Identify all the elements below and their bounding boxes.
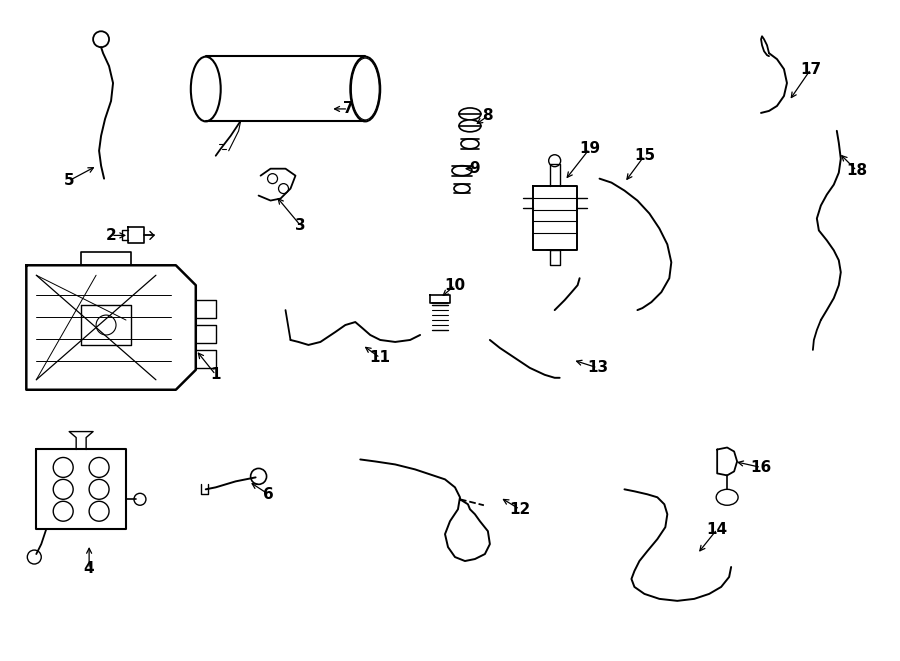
Text: 1: 1 — [211, 368, 221, 382]
Ellipse shape — [459, 108, 481, 120]
Text: 15: 15 — [634, 148, 655, 163]
Ellipse shape — [452, 166, 472, 176]
Ellipse shape — [191, 57, 220, 122]
Text: 12: 12 — [509, 502, 530, 517]
Text: 8: 8 — [482, 108, 493, 124]
Text: 16: 16 — [751, 460, 771, 475]
Circle shape — [99, 178, 109, 188]
Text: 2: 2 — [105, 228, 116, 243]
Text: 17: 17 — [800, 61, 822, 77]
Ellipse shape — [461, 139, 479, 149]
Ellipse shape — [350, 57, 380, 122]
Ellipse shape — [454, 184, 470, 193]
Text: 13: 13 — [587, 360, 608, 375]
Text: 18: 18 — [846, 163, 868, 178]
Circle shape — [98, 36, 104, 42]
Text: 9: 9 — [470, 161, 481, 176]
Text: 3: 3 — [295, 218, 306, 233]
Text: 4: 4 — [84, 561, 94, 576]
Text: 10: 10 — [445, 278, 465, 293]
Text: 11: 11 — [370, 350, 391, 366]
Text: 5: 5 — [64, 173, 75, 188]
Text: 6: 6 — [263, 486, 274, 502]
Ellipse shape — [459, 120, 481, 132]
Text: 19: 19 — [579, 141, 600, 156]
Text: 7: 7 — [343, 101, 354, 116]
Text: 14: 14 — [706, 522, 728, 537]
